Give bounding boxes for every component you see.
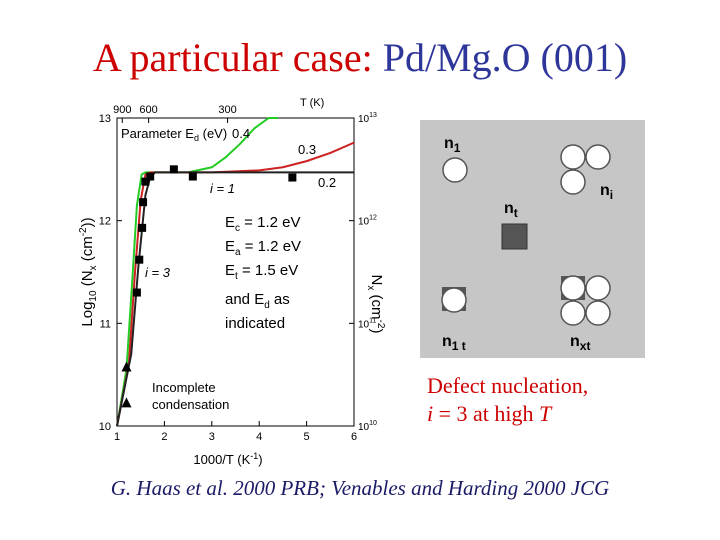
data-point-triangle-1	[121, 361, 132, 372]
x-tick-label-1: 1	[114, 431, 120, 443]
right-tick-label-11: 1011	[358, 317, 376, 330]
x-tick-label-4: 4	[256, 431, 262, 443]
y-tick-label-12: 12	[99, 216, 111, 228]
y-axis-title-right: Nx (cm-2)	[365, 275, 386, 334]
top-tick-label-600: 600	[139, 104, 157, 116]
data-point-square-1	[132, 288, 141, 297]
data-point-square-7	[169, 165, 178, 174]
caption-line-2: i = 3 at high T	[427, 400, 588, 428]
label-nxt: nxt	[570, 333, 590, 353]
label-n1t: n1 t	[442, 333, 466, 353]
caption-i: i	[427, 401, 434, 426]
trapped-cluster-atom-1	[560, 275, 586, 301]
label-n1: n1	[444, 135, 461, 155]
x-tick-label-2: 2	[161, 431, 167, 443]
x-axis-title: 1000/T (K-1)	[193, 451, 262, 467]
energy-line-1: Ec = 1.2 eV	[225, 214, 300, 234]
adatom-n1	[442, 157, 468, 183]
top-tick-label-900: 900	[113, 104, 131, 116]
data-point-square-3	[138, 223, 147, 232]
y-tick-label-11: 11	[100, 318, 111, 330]
x-tick-label-3: 3	[209, 431, 215, 443]
chart-markers	[121, 165, 297, 408]
data-point-square-2	[135, 255, 144, 264]
data-point-square-6	[146, 172, 155, 181]
trapped-adatom	[441, 287, 467, 313]
trapped-cluster-atom-4	[585, 300, 611, 326]
cluster-ni-atom-3	[560, 169, 586, 195]
nucleation-schematic: n1 ni nt n1 t nxt	[420, 120, 645, 358]
cluster-ni-atom-2	[585, 144, 611, 170]
cluster-ni-atom-1	[560, 144, 586, 170]
caption-mid: = 3 at high	[433, 401, 540, 426]
param-label-0.2: 0.2	[318, 175, 336, 190]
annotation-i1: i = 1	[210, 181, 235, 196]
data-point-square-5	[141, 177, 150, 186]
caption-T: T	[539, 401, 552, 426]
label-nt: nt	[504, 200, 518, 220]
title-part2: Pd/Mg.O (001)	[382, 35, 628, 80]
energy-line-5: indicated	[225, 315, 285, 332]
defect-trap	[501, 223, 528, 250]
top-axis-title: T (K)	[300, 97, 324, 109]
caption-line-1: Defect nucleation,	[427, 373, 589, 398]
y-axis-title-left: Log10 (Nx (cm-2))	[78, 217, 99, 326]
x-tick-label-5: 5	[304, 431, 310, 443]
incomplete-condensation-2: condensation	[152, 397, 229, 412]
label-ni: ni	[600, 182, 613, 202]
right-tick-label-12: 1012	[358, 215, 377, 228]
right-tick-label-13: 1013	[358, 112, 377, 125]
x-tick-label-6: 6	[351, 431, 357, 443]
param-label-0.4: 0.4	[232, 126, 250, 141]
y-tick-label-13: 13	[99, 113, 111, 125]
y-tick-label-10: 10	[99, 421, 111, 433]
annotation-i3: i = 3	[145, 265, 171, 280]
title-part1: A particular case:	[92, 35, 383, 80]
plot-frame	[116, 117, 355, 427]
right-tick-label-10: 1010	[358, 420, 377, 433]
param-label-0.3: 0.3	[298, 142, 316, 157]
incomplete-condensation-1: Incomplete	[152, 380, 216, 395]
data-point-triangle-2	[121, 397, 132, 408]
energy-line-4: and Ed as	[225, 291, 290, 311]
slide-title: A particular case: Pd/Mg.O (001)	[0, 34, 720, 81]
trapped-cluster-atom-2	[585, 275, 611, 301]
footer-reference: G. Haas et al. 2000 PRB; Venables and Ha…	[110, 476, 610, 500]
energy-line-3: Et = 1.5 eV	[225, 262, 298, 282]
energy-line-2: Ea = 1.2 eV	[225, 238, 301, 258]
caption: Defect nucleation, i = 3 at high T	[427, 372, 588, 428]
top-tick-label-300: 300	[218, 104, 236, 116]
trapped-cluster-atom-3	[560, 300, 586, 326]
data-point-square-8	[188, 172, 197, 181]
data-point-square-4	[139, 198, 148, 207]
data-point-square-9	[288, 173, 297, 182]
parameter-legend: Parameter Ed (eV)	[121, 126, 227, 143]
